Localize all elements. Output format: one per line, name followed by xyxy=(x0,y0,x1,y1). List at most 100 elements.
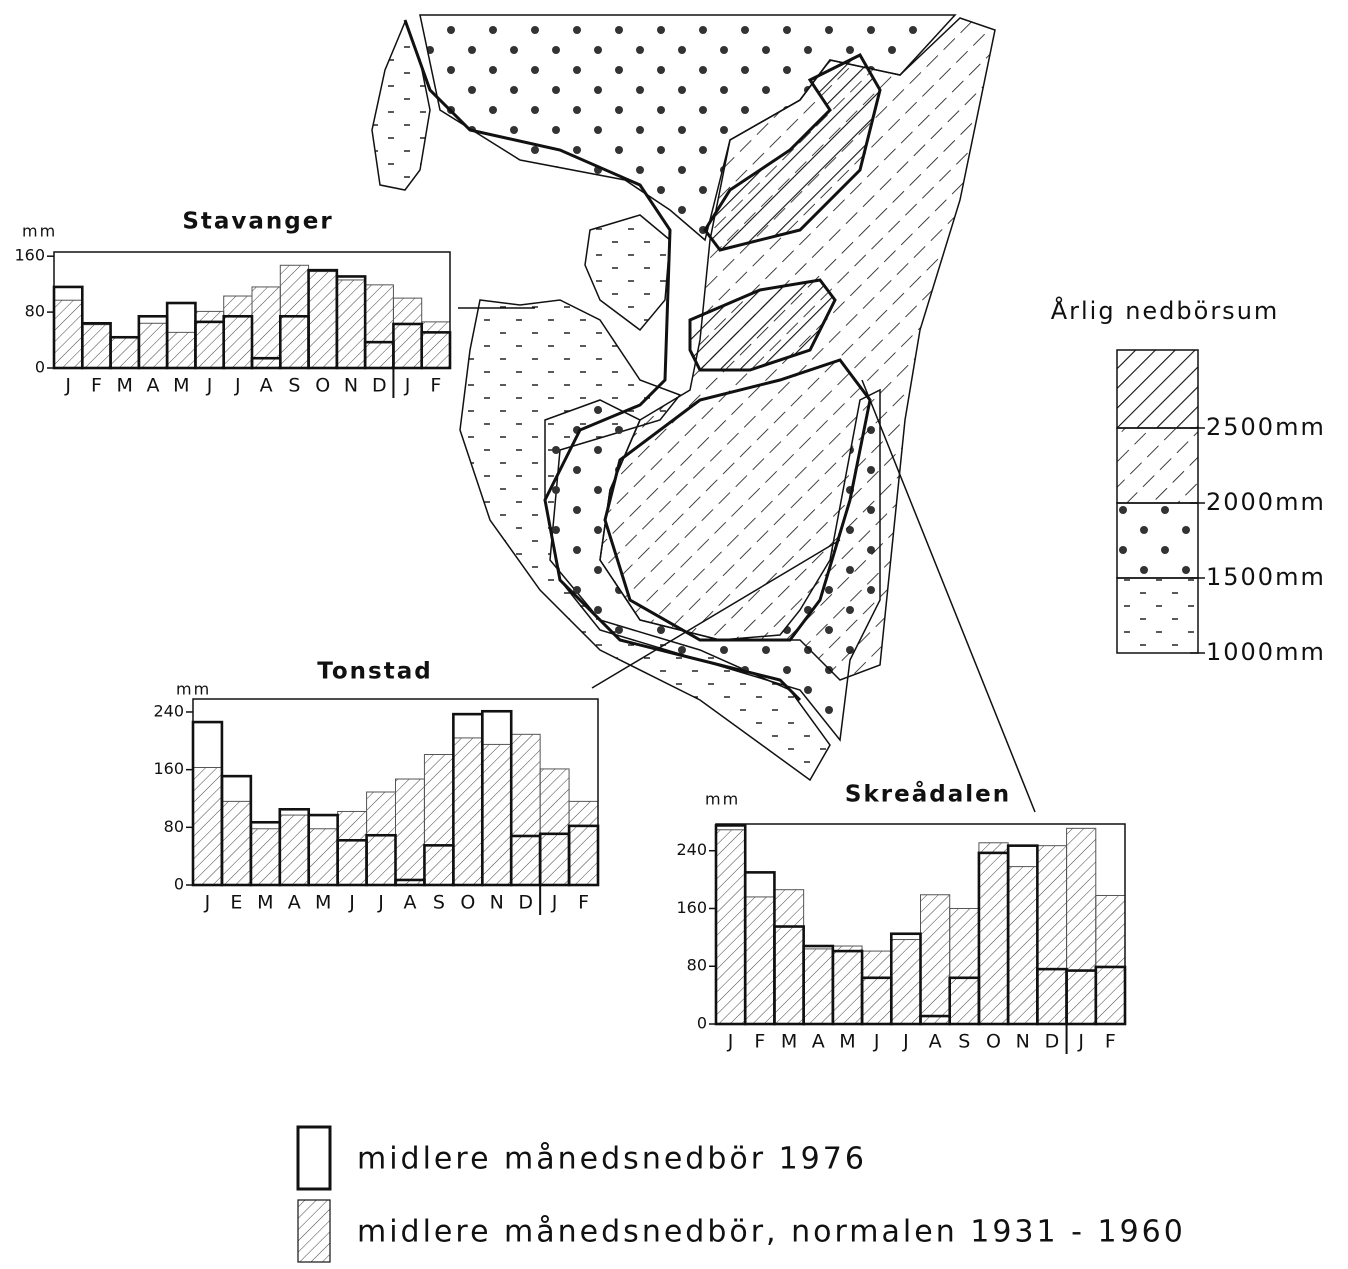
map-dense-band-2 xyxy=(688,278,837,372)
normal-bar xyxy=(308,828,339,886)
x-tick-label: S xyxy=(958,1031,970,1053)
legend-swatch xyxy=(1116,577,1199,654)
normal-bar xyxy=(715,829,746,1025)
normal-bar xyxy=(251,286,281,369)
normal-bar xyxy=(1007,866,1038,1025)
x-tick-label: A xyxy=(403,892,416,914)
normal-bar xyxy=(510,733,541,886)
map xyxy=(371,14,1036,813)
normal-bar xyxy=(223,295,253,369)
normal-bar xyxy=(1036,845,1068,1025)
legend: midlere månedsnedbör 1976 midlere månedsn… xyxy=(296,1125,1186,1263)
x-tick-label: F xyxy=(754,1031,765,1053)
leader-skreadalen xyxy=(861,379,1036,813)
x-tick-label: A xyxy=(260,375,273,397)
y-axis-unit: mm xyxy=(22,222,57,241)
x-tick-label: D xyxy=(518,892,533,914)
normal-bar xyxy=(832,945,863,1025)
normal-bar xyxy=(481,743,512,886)
map-isohyet xyxy=(603,358,872,642)
x-tick-label: M xyxy=(173,375,189,397)
normal-bar xyxy=(395,778,425,886)
map-dashes-center xyxy=(584,214,671,332)
normal-bar xyxy=(452,737,483,886)
normal-bar xyxy=(194,310,225,369)
normal-bar xyxy=(53,299,83,369)
y-tick-label: 160 xyxy=(153,759,184,778)
x-tick-label: M xyxy=(839,1031,855,1053)
x-tick-label: F xyxy=(578,892,589,914)
normal-bar xyxy=(1066,827,1097,1025)
x-tick-label: J xyxy=(727,1031,734,1053)
legend-label: midlere månedsnedbör, normalen 1931 - 19… xyxy=(357,1215,1186,1250)
normal-bar xyxy=(920,894,951,1025)
y-axis-unit: mm xyxy=(705,790,740,809)
legend-swatch xyxy=(1116,502,1199,579)
x-tick-label: N xyxy=(344,375,358,397)
map-coast xyxy=(403,19,802,702)
normal-bar xyxy=(421,321,451,369)
x-tick-label: F xyxy=(1105,1031,1116,1053)
x-tick-label: J xyxy=(64,375,71,397)
normal-bar xyxy=(949,907,980,1025)
normal-bar xyxy=(364,284,394,369)
y-tick-label: 0 xyxy=(174,875,184,894)
normal-bar xyxy=(110,336,140,369)
chart-title: Stavanger xyxy=(182,209,333,235)
x-tick-label: S xyxy=(433,892,445,914)
normal-bar xyxy=(81,324,112,369)
legend-swatch xyxy=(1116,427,1199,504)
x-tick-label: J xyxy=(404,375,411,397)
x-tick-label: O xyxy=(986,1031,1001,1053)
y-tick-label: 0 xyxy=(35,358,45,377)
normal-bar xyxy=(861,950,892,1025)
plot-frame xyxy=(192,698,599,886)
normal-bar xyxy=(337,810,368,886)
normal-bar xyxy=(221,800,252,886)
normal-bar xyxy=(392,297,423,369)
map-legend: Årlig nedbörsum 2500mm 2000mm 1500mm 1000mm xyxy=(1051,296,1326,666)
normal-bar xyxy=(308,271,338,369)
y-tick-label: 0 xyxy=(697,1014,707,1033)
normal-bar xyxy=(978,842,1009,1025)
x-tick-label: O xyxy=(315,375,330,397)
normal-bar xyxy=(279,814,310,886)
x-tick-label: N xyxy=(490,892,504,914)
x-tick-label: J xyxy=(234,375,241,397)
x-tick-label: A xyxy=(812,1031,825,1053)
x-tick-label: F xyxy=(91,375,102,397)
map-legend-title: Årlig nedbörsum xyxy=(1051,296,1280,325)
y-tick-label: 80 xyxy=(25,302,45,321)
x-tick-label: J xyxy=(1077,1031,1084,1053)
x-tick-label: D xyxy=(1045,1031,1060,1053)
normal-bar xyxy=(539,768,570,886)
y-tick-label: 240 xyxy=(676,840,707,859)
chart-title: Skreådalen xyxy=(845,781,1011,808)
normal-bar xyxy=(366,791,397,886)
x-tick-label: M xyxy=(315,892,331,914)
normal-bar xyxy=(773,889,805,1025)
x-tick-label: J xyxy=(551,892,558,914)
legend-label: midlere månedsnedbör 1976 xyxy=(357,1142,867,1177)
x-tick-label: A xyxy=(288,892,301,914)
x-tick-label: F xyxy=(430,375,441,397)
y-tick-label: 240 xyxy=(153,701,184,720)
y-axis-unit: mm xyxy=(176,680,211,699)
x-tick-label: A xyxy=(929,1031,942,1053)
normal-bar xyxy=(138,322,168,369)
x-tick-label: J xyxy=(377,892,384,914)
x-tick-label: M xyxy=(117,375,133,397)
legend-swatch xyxy=(1116,349,1199,429)
normal-bar xyxy=(423,754,454,886)
map-legend-label: 1500mm xyxy=(1206,563,1326,591)
x-tick-label: M xyxy=(257,892,273,914)
normal-bar xyxy=(166,331,196,369)
leader-tonstad xyxy=(591,539,841,689)
normal-bar xyxy=(192,766,223,886)
plot-frame xyxy=(715,823,1126,1025)
legend-swatch xyxy=(296,1125,332,1191)
